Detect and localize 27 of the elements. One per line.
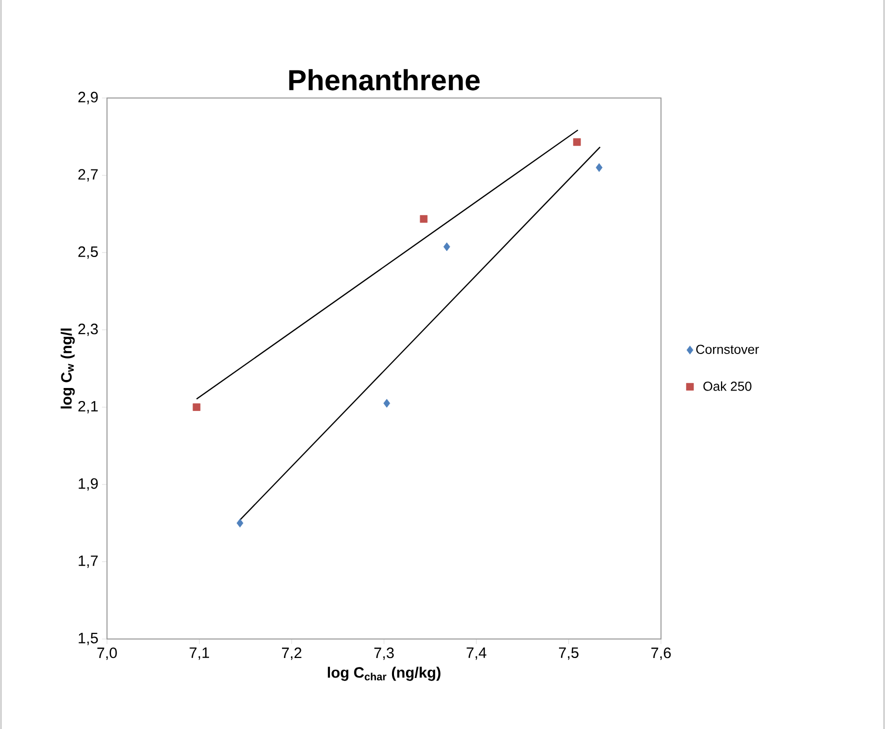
x-tick-label: 7,5 — [559, 648, 578, 660]
y-tick-label: 2,3 — [78, 324, 98, 336]
point — [596, 163, 602, 172]
x-tick-label: 7,6 — [651, 648, 671, 660]
x-tick-label: 7,2 — [282, 648, 302, 660]
y-tick-label: 2,1 — [78, 400, 98, 414]
point — [192, 403, 200, 411]
point — [443, 242, 450, 252]
y-tick-label: 1,9 — [78, 478, 98, 491]
legend-label: Oak 250 — [703, 381, 752, 391]
x-tick-label: 7,0 — [97, 648, 117, 660]
y-tick-label: 2,9 — [78, 92, 98, 104]
legend-label: Cornstover — [696, 344, 759, 354]
x-axis-title: log C$_{char}$ (ng/kg) — [328, 666, 440, 681]
chart-title: Phenanthrene — [289, 69, 480, 90]
y-tick-label: 2,5 — [78, 246, 98, 259]
point — [383, 398, 390, 408]
y-axis-title: log C$_{w}$ (ng/l — [60, 328, 75, 408]
point — [420, 215, 428, 223]
y-tick-label: 1,5 — [78, 632, 98, 646]
y-tick-label: 1,7 — [78, 556, 98, 568]
point — [573, 138, 581, 146]
x-tick-label: 7,3 — [374, 648, 394, 660]
x-tick-label: 7,1 — [190, 648, 210, 660]
y-tick-label: 2,7 — [78, 169, 98, 182]
x-tick-label: 7,4 — [466, 648, 486, 660]
point — [236, 518, 244, 528]
